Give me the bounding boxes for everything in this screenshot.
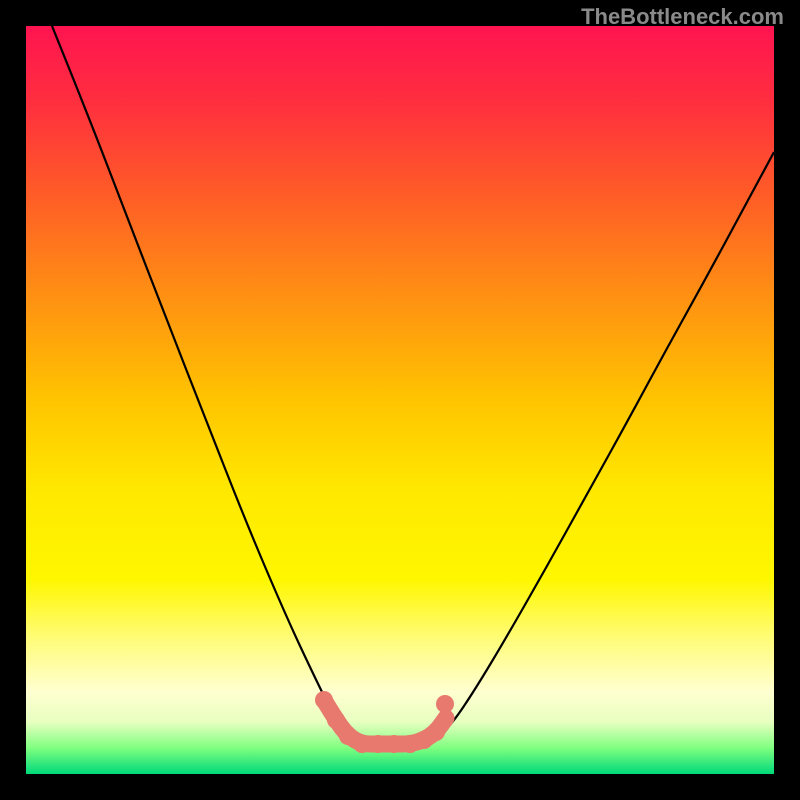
- plot-area: [26, 26, 774, 774]
- data-point-marker: [427, 723, 445, 741]
- data-point-marker: [315, 691, 333, 709]
- watermark-label: TheBottleneck.com: [581, 4, 784, 30]
- gradient-background: [26, 26, 774, 774]
- data-point-marker: [327, 711, 345, 729]
- bottleneck-curve-chart: [26, 26, 774, 774]
- chart-frame: TheBottleneck.com: [0, 0, 800, 800]
- data-point-marker: [385, 735, 403, 753]
- data-point-marker: [353, 735, 371, 753]
- data-point-marker: [369, 735, 387, 753]
- data-point-marker: [436, 695, 454, 713]
